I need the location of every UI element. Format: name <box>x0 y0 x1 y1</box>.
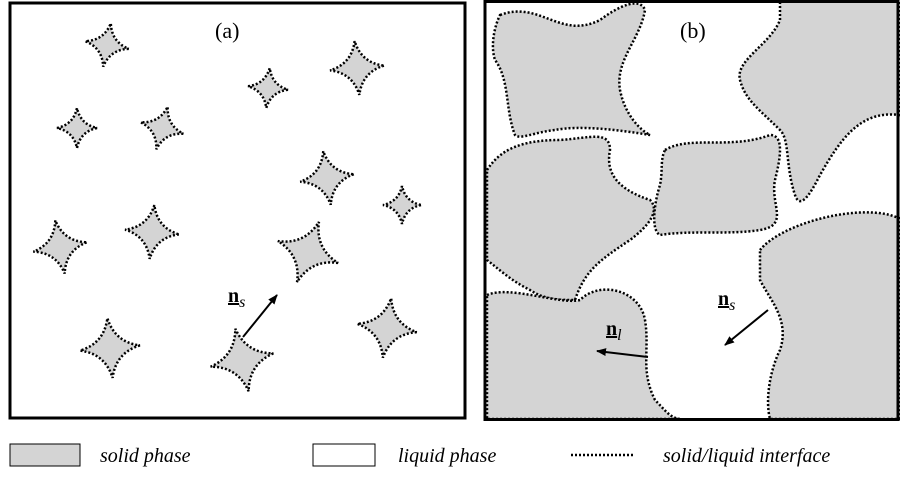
solid-crystal <box>33 220 86 273</box>
solid-crystal <box>141 107 184 150</box>
solid-crystal <box>57 108 97 148</box>
panel-label: (a) <box>215 18 239 43</box>
panel-a <box>33 23 421 391</box>
solid-crystal <box>85 23 128 66</box>
legend-swatch-liquid <box>313 444 375 466</box>
legend-label: solid phase <box>100 445 191 467</box>
panel-label: (b) <box>680 18 706 43</box>
solid-crystal <box>383 186 421 224</box>
solid-grain <box>654 135 780 235</box>
vector-subscript: s <box>729 297 735 314</box>
normal-arrow <box>243 295 277 337</box>
figure: (a) ns (b) nl ns solid phase liquid phas… <box>0 0 900 480</box>
vector-label: ns <box>228 285 245 311</box>
solid-crystal <box>330 41 384 95</box>
legend-label: liquid phase <box>398 445 496 467</box>
solid-crystal <box>300 151 353 204</box>
vector-subscript: s <box>239 294 245 311</box>
vector-symbol: n <box>718 288 729 310</box>
solid-crystal <box>248 68 288 108</box>
solid-crystal <box>278 222 338 282</box>
solid-grain <box>760 212 899 419</box>
solid-crystal <box>357 298 416 357</box>
panel-b <box>487 1 899 419</box>
solid-grain <box>487 137 654 300</box>
solid-crystal <box>125 205 179 259</box>
normal-arrow <box>725 310 768 345</box>
vector-subscript: l <box>617 327 622 344</box>
solid-grain <box>493 3 650 136</box>
solid-grain <box>487 290 680 419</box>
vector-symbol: n <box>606 318 617 340</box>
legend: solid phase liquid phase solid/liquid in… <box>10 444 830 467</box>
legend-swatch-solid <box>10 444 80 466</box>
vector-symbol: n <box>228 285 239 307</box>
legend-label: solid/liquid interface <box>663 445 830 467</box>
solid-crystal <box>80 318 140 378</box>
vector-label: ns <box>718 288 735 314</box>
solid-crystal <box>211 329 274 392</box>
